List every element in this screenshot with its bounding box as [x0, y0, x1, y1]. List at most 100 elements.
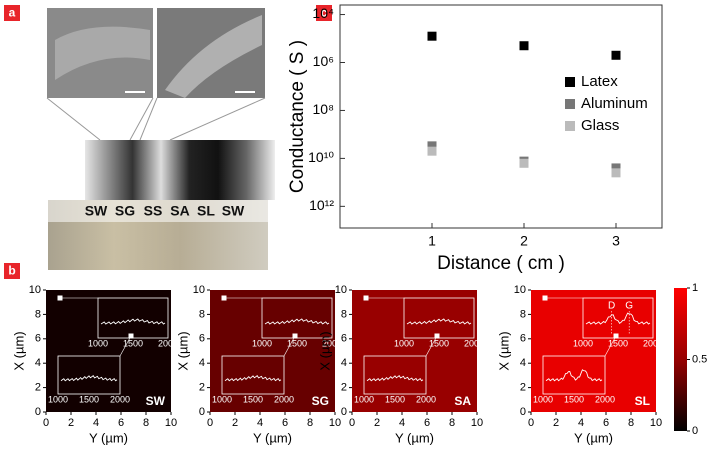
x-tick-label: 8 [143, 417, 149, 429]
panel-label-box [4, 5, 20, 21]
x-tick-label: 4 [93, 417, 99, 429]
y-tick-label: 8 [35, 308, 41, 320]
y-tick-label: 4 [199, 357, 205, 369]
y-tick-label: 4 [35, 357, 41, 369]
inset-tick-label: 1500 [385, 394, 405, 404]
inset-tick-label: 1500 [123, 338, 143, 348]
inset-spectrum [585, 312, 651, 325]
label-band [48, 200, 268, 222]
y-tick-label: 10⁴ [312, 5, 334, 21]
x-axis-label: Y (µm) [89, 430, 128, 445]
y-tick-label: 4 [341, 357, 347, 369]
inset-tick-label: 2000 [322, 338, 342, 348]
inset-tick-label: 1000 [252, 338, 272, 348]
legend-marker [565, 121, 575, 131]
panel-tag: SL [635, 394, 650, 408]
inset-tick-label: 1500 [608, 338, 628, 348]
x-tick-label: 1 [428, 233, 436, 249]
inset-connector [283, 335, 296, 357]
data-point [611, 163, 621, 173]
inset-tick-label: 1000 [533, 394, 553, 404]
colorbar-tick-label: 0 [692, 425, 698, 437]
data-point [611, 168, 621, 178]
data-point [427, 31, 437, 41]
panel-label: c [321, 6, 328, 20]
inset-frame [57, 355, 121, 395]
y-axis-label: X (µm) [175, 331, 190, 370]
y-axis-label: Conductance ( S ) [287, 40, 308, 193]
legend-label: Glass [581, 117, 619, 134]
inset-tick-label: 2000 [643, 338, 663, 348]
x-tick-label: 2 [553, 417, 559, 429]
inset-tick-label: 1000 [394, 338, 414, 348]
inset-spectrum [406, 318, 472, 325]
y-tick-label: 0 [199, 406, 205, 418]
y-tick-label: 10⁸ [313, 101, 335, 117]
x-tick-label: 4 [578, 417, 584, 429]
x-tick-label: 10 [165, 417, 177, 429]
legend-label: Aluminum [581, 95, 648, 112]
y-tick-label: 10 [335, 284, 347, 296]
y-tick-label: 10 [193, 284, 205, 296]
inset-tick-label: 1500 [287, 338, 307, 348]
y-tick-label: 6 [341, 333, 347, 345]
x-tick-label: 8 [307, 417, 313, 429]
y-tick-label: 10⁶ [313, 53, 334, 69]
x-tick-label: 0 [528, 417, 534, 429]
inset-frame [363, 355, 427, 395]
inset-connector [119, 335, 132, 357]
x-tick-label: 6 [282, 417, 288, 429]
heatmap-cell [531, 290, 656, 412]
y-tick-label: 2 [199, 382, 205, 394]
inset-tick-label: 1000 [212, 394, 232, 404]
panel-tag: SG [312, 394, 329, 408]
inset-connector [425, 335, 438, 357]
strip-label: SG [115, 203, 135, 219]
y-tick-label: 10 [29, 284, 41, 296]
x-tick-label: 6 [424, 417, 430, 429]
inset-frame [542, 355, 606, 395]
y-tick-label: 10¹⁰ [308, 149, 334, 165]
peak-label: D [608, 301, 615, 312]
legend-label: Latex [581, 73, 618, 90]
y-tick-label: 6 [199, 333, 205, 345]
data-point [427, 146, 437, 156]
y-tick-label: 8 [341, 308, 347, 320]
x-axis-label: Y (µm) [253, 430, 292, 445]
y-tick-label: 2 [520, 382, 526, 394]
inset-spectrum [264, 318, 330, 325]
inset-tick-label: 1500 [243, 394, 263, 404]
inset-tick-label: 1000 [573, 338, 593, 348]
y-tick-label: 2 [341, 382, 347, 394]
x-axis-label: Distance ( cm ) [437, 253, 565, 274]
legend-marker [565, 99, 575, 109]
plot-frame [339, 4, 663, 229]
zoom-line [46, 97, 266, 141]
y-tick-label: 10 [514, 284, 526, 296]
heatmap-cell [46, 290, 171, 412]
legend-marker [565, 77, 575, 87]
y-tick-label: 8 [520, 308, 526, 320]
x-tick-label: 3 [612, 233, 620, 249]
inset-tick-label: 1000 [88, 338, 108, 348]
x-tick-label: 2 [68, 417, 74, 429]
x-tick-label: 0 [349, 417, 355, 429]
x-tick-label: 6 [118, 417, 124, 429]
y-axis-label: X (µm) [496, 331, 511, 370]
data-point [519, 41, 529, 51]
y-tick-label: 2 [35, 382, 41, 394]
panel-label: a [9, 6, 16, 20]
inset-tick-label: 2000 [595, 394, 615, 404]
x-tick-label: 2 [232, 417, 238, 429]
inset-tick-label: 2000 [464, 338, 484, 348]
strip-label: SA [170, 203, 189, 219]
inset-spectrum [100, 318, 166, 325]
x-tick-label: 2 [374, 417, 380, 429]
y-tick-label: 4 [520, 357, 526, 369]
x-tick-label: 0 [43, 417, 49, 429]
x-tick-label: 8 [449, 417, 455, 429]
inset-tick-label: 1000 [354, 394, 374, 404]
strip-label: SL [197, 203, 215, 219]
y-tick-label: 0 [341, 406, 347, 418]
inset-spectrum [366, 375, 424, 382]
